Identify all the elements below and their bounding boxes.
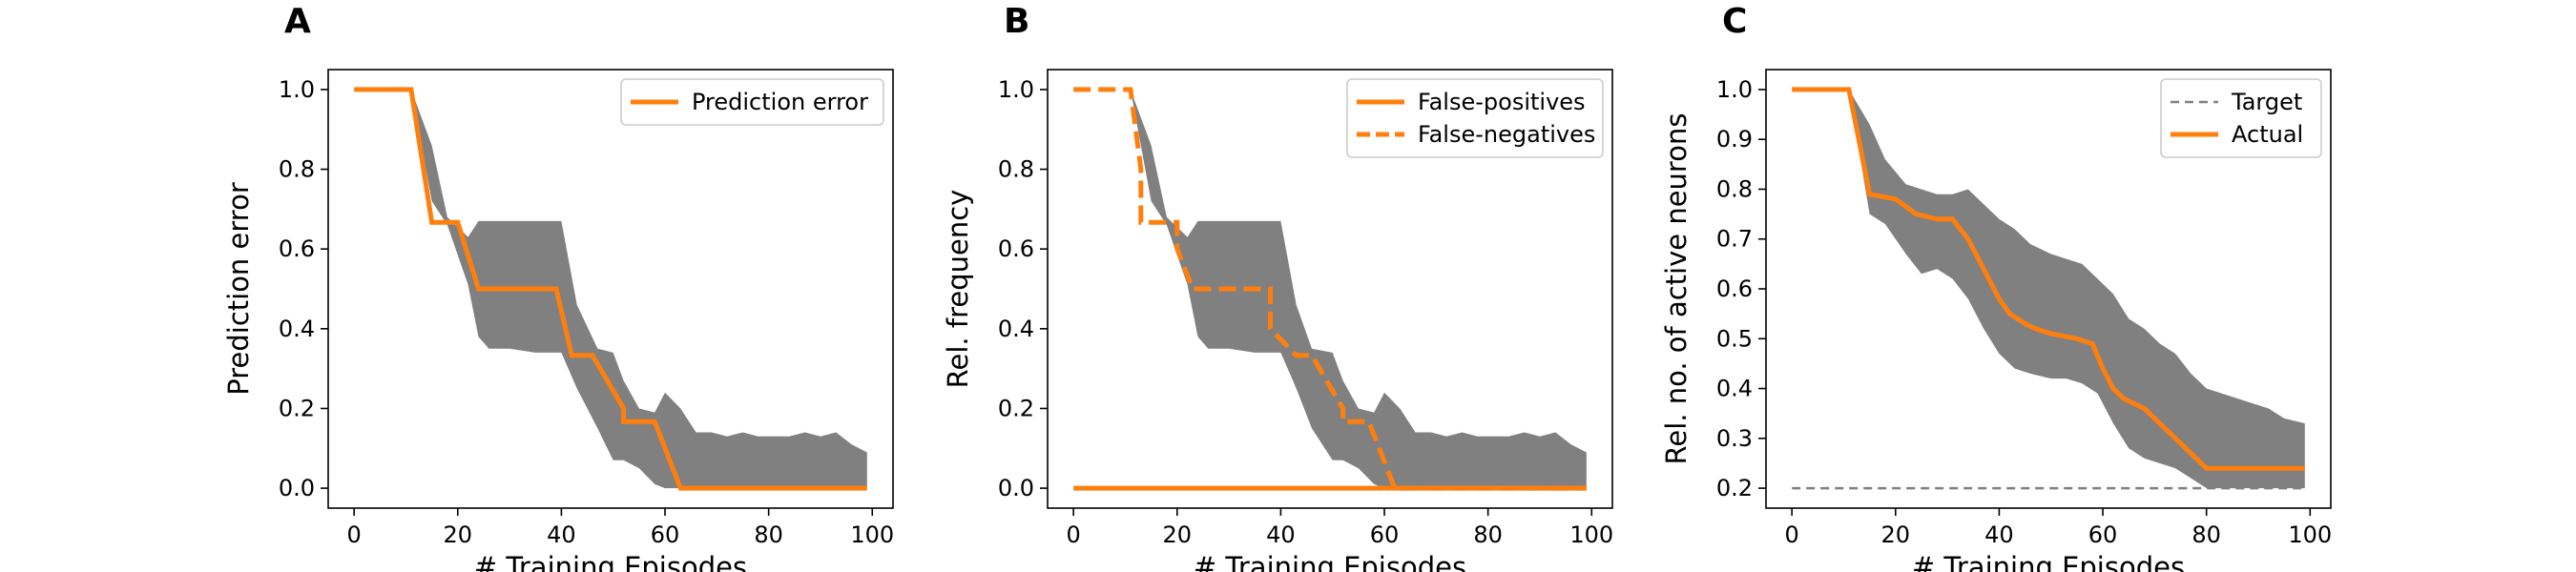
legend: Target Actual	[2160, 78, 2322, 158]
legend: False-positives False-negatives	[1346, 78, 1604, 158]
x-tick-label: 60	[1370, 521, 1400, 548]
y-tick-label: 0.6	[1716, 276, 1753, 302]
y-tick-label: 0.8	[998, 156, 1034, 183]
x-axis-label: # Training Episodes	[1194, 551, 1466, 572]
y-axis-label: Prediction error	[222, 182, 255, 396]
legend-box	[620, 78, 884, 126]
x-tick-label: 80	[754, 521, 783, 548]
x-tick-label: 40	[547, 521, 576, 548]
y-tick-label: 0.2	[998, 395, 1034, 421]
x-tick-label: 80	[2192, 521, 2221, 548]
series-line-actual	[1792, 87, 2305, 471]
variability-band	[1073, 89, 1587, 489]
x-tick-label: 100	[1569, 521, 1613, 548]
series-line-prediction-error	[354, 87, 867, 491]
x-axis-label: # Training Episodes	[1912, 551, 2185, 572]
y-tick-label: 1.0	[279, 76, 315, 103]
axes-frame	[327, 69, 894, 509]
y-tick-label: 0.3	[1716, 425, 1753, 452]
legend-entry: False-positives	[1418, 89, 1586, 115]
series-line-false-negatives	[1073, 87, 1587, 491]
panel-letter: A	[284, 2, 311, 41]
y-tick-label: 0.2	[279, 395, 315, 421]
y-axis-label: Rel. frequency	[942, 190, 974, 389]
y-tick-label: 0.8	[279, 156, 315, 183]
x-axis-label: # Training Episodes	[474, 551, 747, 572]
y-tick-label: 0.2	[1716, 475, 1753, 501]
x-tick-label: 0	[1067, 521, 1081, 548]
y-tick-label: 0.6	[998, 235, 1034, 262]
variability-band	[1792, 89, 2305, 489]
x-tick-label: 40	[1266, 521, 1296, 548]
x-tick-label: 0	[1785, 521, 1799, 548]
axes-frame	[1047, 69, 1613, 509]
panel-letter: C	[1722, 2, 1747, 41]
x-tick-label: 60	[2088, 521, 2118, 548]
legend-entry: Prediction error	[692, 89, 868, 115]
y-tick-label: 1.0	[1716, 76, 1753, 103]
legend-entry: False-negatives	[1418, 121, 1595, 148]
y-tick-label: 0.4	[998, 316, 1034, 342]
panel-c: C 0 20 40 60 80 100 0.2 0.3 0.4 0.5 0.6 0.7 0.8 0.9 1.0…	[1660, 2, 2332, 572]
x-tick-label: 100	[2288, 521, 2332, 548]
panel-a: A 0 20 40 60 80 100 0.0 0.2 0.4 0.6 0.8 1.0 # Trainin…	[222, 2, 894, 572]
legend: Prediction error	[620, 78, 884, 126]
y-tick-label: 0.7	[1716, 226, 1753, 253]
x-tick-label: 0	[347, 521, 362, 548]
x-tick-label: 80	[1473, 521, 1503, 548]
legend-box	[2160, 78, 2322, 158]
x-tick-label: 60	[651, 521, 680, 548]
y-tick-label: 1.0	[998, 76, 1034, 103]
y-tick-label: 0.6	[279, 235, 315, 262]
y-tick-label: 0.0	[998, 475, 1034, 501]
variability-band	[354, 89, 867, 489]
legend-entry: Target	[2231, 89, 2302, 115]
x-tick-label: 40	[1984, 521, 2014, 548]
panel-b: B 0 20 40 60 80 100 0.0 0.2 0.4 0.6 0.8 1.0 # Trainin…	[942, 2, 1613, 572]
y-axis-label: Rel. no. of active neurons	[1660, 113, 1693, 465]
y-tick-label: 0.9	[1716, 126, 1753, 153]
x-tick-label: 20	[444, 521, 473, 548]
legend-box	[1346, 78, 1604, 158]
x-tick-label: 20	[1881, 521, 1911, 548]
y-tick-label: 0.0	[279, 475, 315, 501]
y-tick-label: 0.5	[1716, 325, 1753, 352]
y-tick-label: 0.8	[1716, 175, 1753, 202]
legend-entry: Actual	[2232, 121, 2303, 148]
x-tick-label: 20	[1163, 521, 1193, 548]
panel-letter: B	[1004, 2, 1029, 41]
y-tick-label: 0.4	[279, 316, 315, 342]
x-tick-label: 100	[850, 521, 894, 548]
y-tick-label: 0.4	[1716, 376, 1753, 402]
